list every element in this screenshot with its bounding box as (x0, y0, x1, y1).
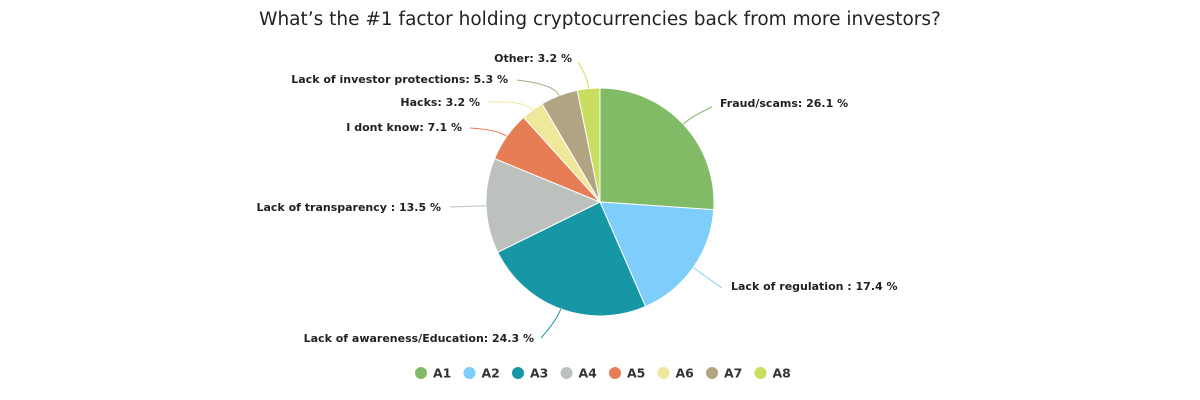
label-connectors (449, 61, 723, 339)
data-label-a4: Lack of transparency : 13.5 % (256, 201, 441, 214)
connector-a1 (682, 106, 713, 125)
connector-a4 (449, 205, 487, 208)
legend-swatch (706, 367, 718, 379)
connector-a2 (692, 267, 723, 289)
connector-a3 (540, 308, 562, 339)
legend: A1 A2 A3 A4 A5 A6 A7 A8 (415, 366, 791, 381)
connector-a5 (469, 127, 508, 137)
connector-a6 (487, 101, 533, 111)
legend-label: A7 (724, 366, 742, 381)
legend-swatch (463, 367, 476, 379)
legend-item-a7[interactable]: A7 (706, 366, 742, 381)
legend-item-a5[interactable]: A5 (609, 366, 645, 381)
data-label-a7: Lack of investor protections: 5.3 % (291, 73, 508, 86)
data-labels: Fraud/scams: 26.1 % Lack of regulation : … (256, 52, 897, 345)
legend-label: A3 (530, 366, 548, 381)
legend-swatch (609, 367, 621, 379)
connector-a7 (516, 79, 560, 96)
legend-label: A1 (433, 366, 451, 381)
legend-swatch (415, 367, 427, 379)
legend-item-a1[interactable]: A1 (415, 366, 451, 381)
data-label-a2: Lack of regulation : 17.4 % (731, 280, 898, 293)
legend-label: A8 (773, 366, 791, 381)
pie-slice-a3[interactable] (497, 201, 647, 317)
legend-label: A2 (482, 366, 500, 381)
pie-slice-a1[interactable] (599, 87, 715, 211)
legend-swatch (512, 367, 524, 379)
legend-item-a2[interactable]: A2 (463, 366, 500, 381)
legend-label: A5 (627, 366, 645, 381)
legend-swatch (560, 367, 573, 379)
legend-item-a8[interactable]: A8 (754, 366, 791, 381)
data-label-a8: Other: 3.2 % (494, 52, 572, 65)
legend-label: A4 (579, 366, 598, 381)
legend-item-a4[interactable]: A4 (560, 366, 598, 381)
data-label-a6: Hacks: 3.2 % (400, 96, 480, 109)
legend-label: A6 (676, 366, 695, 381)
legend-item-a6[interactable]: A6 (657, 366, 695, 381)
data-label-a3: Lack of awareness/Education: 24.3 % (304, 332, 534, 345)
data-label-a1: Fraud/scams: 26.1 % (720, 97, 848, 110)
legend-item-a3[interactable]: A3 (512, 366, 548, 381)
pie-slices (485, 87, 715, 317)
data-label-a5: I dont know: 7.1 % (346, 121, 462, 134)
connector-a8 (577, 61, 590, 89)
chart-title: What’s the #1 factor holding cryptocurre… (259, 9, 941, 30)
legend-swatch (657, 367, 670, 379)
pie-slice-a4[interactable] (485, 157, 602, 253)
legend-swatch (754, 367, 767, 379)
